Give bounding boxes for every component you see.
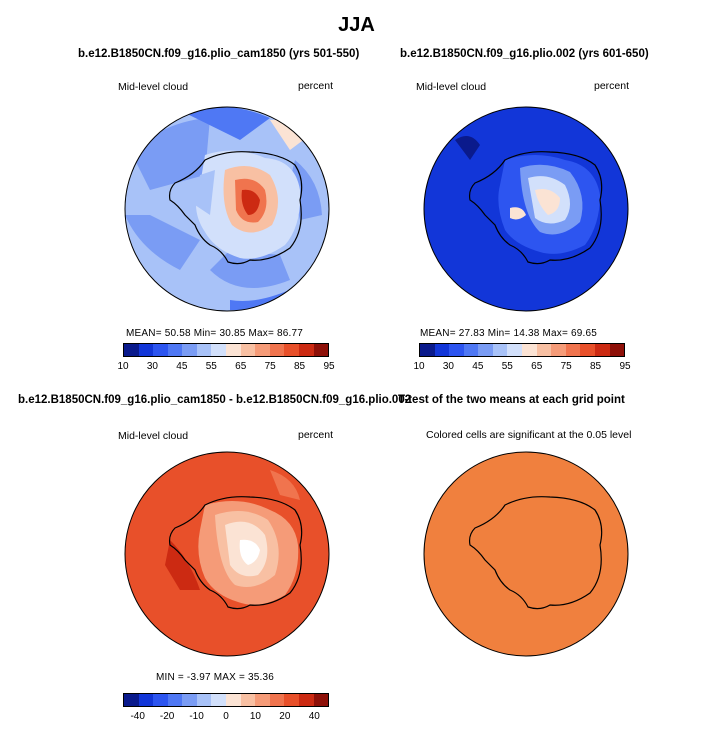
panel-3-colorbar-ticks: -40 -20 -10 0 10 20 40 (123, 711, 329, 725)
figure-title: JJA (338, 14, 375, 36)
panel-4-subtitle: Colored cells are significant at the 0.0… (426, 429, 632, 441)
colorbar-swatch (269, 694, 285, 706)
colorbar-swatch (284, 694, 299, 706)
colorbar-swatch (196, 344, 212, 356)
colorbar-swatch (284, 344, 299, 356)
panel-3-colorbar (123, 693, 329, 707)
colorbar-tick-label: -40 (130, 711, 145, 722)
panel-1-colorbar-ticks: 10 30 45 55 65 75 85 95 (117, 361, 334, 375)
colorbar-swatch (167, 694, 183, 706)
colorbar-tick-label: 20 (279, 711, 291, 722)
colorbar-swatch (565, 344, 581, 356)
colorbar-tick-label: 95 (323, 361, 335, 372)
colorbar-swatch (240, 344, 256, 356)
colorbar-swatch (492, 344, 508, 356)
colorbar-swatch (211, 694, 227, 706)
panel-2-title: b.e12.B1850CN.f09_g16.plio.002 (yrs 601-… (400, 48, 649, 60)
colorbar-tick-label: 30 (146, 361, 158, 372)
colorbar-swatch (507, 344, 523, 356)
panel-2-stats: MEAN= 27.83 Min= 14.38 Max= 69.65 (420, 328, 597, 339)
colorbar-swatch (226, 694, 241, 706)
colorbar-tick-label: 85 (294, 361, 306, 372)
colorbar-swatch (211, 344, 227, 356)
panel-1-colorbar (123, 343, 329, 357)
colorbar-swatch (313, 694, 329, 706)
colorbar-tick-label: 10 (249, 711, 261, 722)
panel-3-title: b.e12.B1850CN.f09_g16.plio_cam1850 - b.e… (18, 394, 412, 406)
panel-1-stats: MEAN= 50.58 Min= 30.85 Max= 86.77 (126, 328, 303, 339)
colorbar-tick-label: -10 (189, 711, 204, 722)
colorbar-tick-label: 95 (619, 361, 631, 372)
colorbar-swatch (463, 344, 479, 356)
panel-3-variable-label: Mid-level cloud (118, 430, 189, 442)
colorbar-tick-label: 30 (442, 361, 454, 372)
panel-1-variable-label: Mid-level cloud (118, 81, 189, 93)
panel-1-title: b.e12.B1850CN.f09_g16.plio_cam1850 (yrs … (78, 48, 360, 60)
colorbar-swatch (182, 694, 197, 706)
colorbar-tick-label: 45 (176, 361, 188, 372)
colorbar-tick-label: 55 (501, 361, 513, 372)
colorbar-swatch (269, 344, 285, 356)
panel-4-polar-map (423, 451, 629, 657)
colorbar-swatch (124, 694, 139, 706)
colorbar-tick-label: -20 (159, 711, 175, 722)
colorbar-swatch (182, 344, 197, 356)
panel-3-units-label: percent (298, 429, 334, 441)
colorbar-swatch (153, 694, 168, 706)
colorbar-swatch (580, 344, 595, 356)
colorbar-swatch (240, 694, 256, 706)
panel-4-title: T-test of the two means at each grid poi… (398, 394, 625, 406)
colorbar-swatch (153, 344, 168, 356)
colorbar-tick-label: 85 (590, 361, 602, 372)
panel-1-polar-map (124, 106, 330, 312)
colorbar-swatch (434, 344, 450, 356)
colorbar-swatch (609, 344, 625, 356)
colorbar-swatch (167, 344, 183, 356)
colorbar-swatch (138, 344, 154, 356)
colorbar-swatch (226, 344, 241, 356)
colorbar-tick-label: 10 (413, 361, 425, 372)
colorbar-swatch (255, 344, 270, 356)
colorbar-tick-label: 0 (223, 711, 229, 722)
colorbar-swatch (536, 344, 552, 356)
colorbar-tick-label: 55 (205, 361, 217, 372)
panel-3-polar-map (124, 451, 330, 657)
colorbar-tick-label: 75 (560, 361, 572, 372)
colorbar-tick-label: 65 (531, 361, 543, 372)
colorbar-swatch (138, 694, 154, 706)
colorbar-swatch (551, 344, 566, 356)
colorbar-swatch (298, 694, 314, 706)
colorbar-swatch (594, 344, 610, 356)
panel-2-colorbar-ticks: 10 30 45 55 65 75 85 95 (413, 361, 630, 375)
colorbar-swatch (313, 344, 329, 356)
colorbar-swatch (478, 344, 493, 356)
colorbar-swatch (420, 344, 435, 356)
panel-1-units-label: percent (298, 80, 334, 92)
panel-2-variable-label: Mid-level cloud (416, 81, 487, 93)
colorbar-swatch (449, 344, 464, 356)
colorbar-swatch (255, 694, 270, 706)
colorbar-swatch (522, 344, 537, 356)
colorbar-tick-label: 10 (117, 361, 129, 372)
panel-3-stats: MIN = -3.97 MAX = 35.36 (156, 672, 274, 683)
colorbar-swatch (124, 344, 139, 356)
colorbar-tick-label: 40 (308, 711, 320, 722)
colorbar-swatch (298, 344, 314, 356)
colorbar-tick-label: 45 (472, 361, 484, 372)
panel-2-colorbar (419, 343, 625, 357)
colorbar-tick-label: 65 (235, 361, 247, 372)
colorbar-swatch (196, 694, 212, 706)
panel-2-units-label: percent (594, 80, 630, 92)
panel-2-polar-map (423, 106, 629, 312)
colorbar-tick-label: 75 (264, 361, 276, 372)
